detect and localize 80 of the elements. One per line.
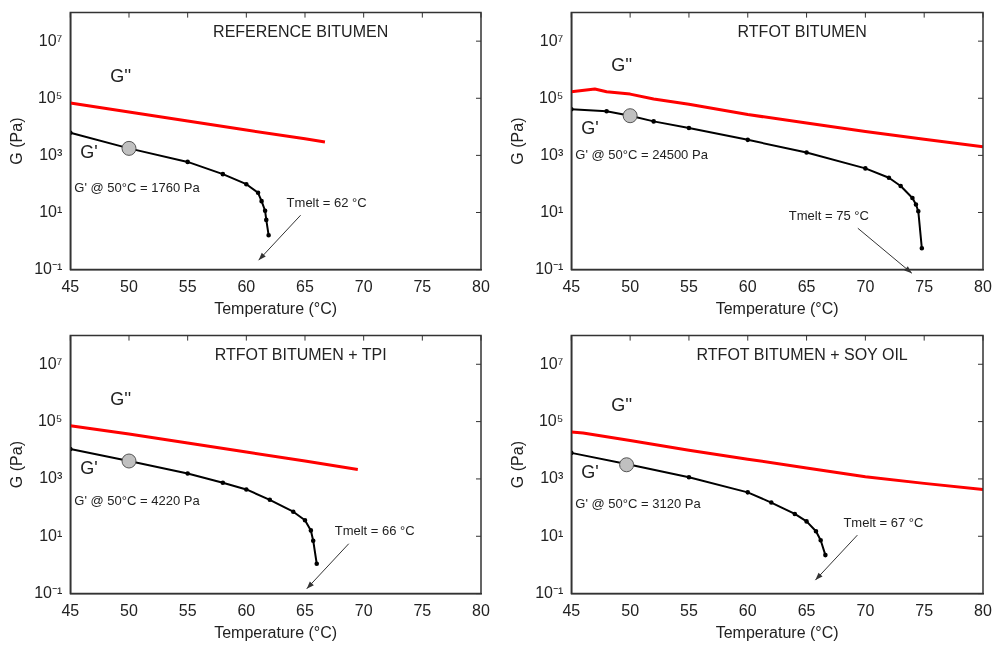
x-tick-label: 70	[354, 277, 373, 295]
text: RTFOT BITUMEN	[737, 23, 867, 41]
y-tick-label: 10³	[39, 469, 63, 487]
x-tick-label: 70	[354, 601, 373, 619]
annotation: Tmelt = 62 °C	[286, 194, 367, 210]
x-tick-label: 75	[915, 601, 934, 619]
x-tick-label: 50	[120, 601, 138, 619]
y-tick-label: 10¹	[39, 202, 63, 220]
y-tick-label: 10¹	[540, 526, 564, 544]
series-label: G''	[611, 54, 633, 75]
x-tick-label: 55	[178, 277, 197, 295]
x-tick-label: 80	[974, 277, 992, 295]
y-tick-label: 10⁻¹	[535, 260, 564, 278]
x-tick-label: 60	[738, 601, 757, 619]
y-tick-label: 10⁷	[539, 31, 564, 49]
y-tick-label: 10⁷	[38, 31, 63, 49]
x-tick-label: 80	[974, 601, 992, 619]
annotation: G' @ 50°C = 24500 Pa	[575, 147, 709, 163]
x-tick-label: 60	[237, 601, 256, 619]
x-tick-label: 65	[296, 277, 314, 295]
x-axis-title: Temperature (°C)	[715, 623, 839, 641]
x-tick-label: 45	[562, 277, 581, 295]
y-axis-title: G (Pa)	[509, 441, 527, 489]
series-label: G''	[110, 388, 132, 409]
x-tick-label: 75	[413, 277, 432, 295]
x-tick-label: 60	[738, 277, 757, 295]
y-tick-label: 10⁷	[539, 354, 564, 372]
x-tick-label: 65	[296, 601, 314, 619]
x-tick-label: 50	[621, 277, 640, 295]
x-tick-label: 80	[472, 277, 490, 295]
series-label: G'	[80, 458, 98, 479]
series-label: G''	[611, 395, 633, 416]
y-axis-title: G (Pa)	[509, 117, 527, 165]
text: RTFOT BITUMEN + SOY OIL	[696, 346, 908, 364]
annotation: G' @ 50°C = 3120 Pa	[575, 496, 702, 512]
y-tick-label: 10⁵	[538, 88, 564, 106]
x-tick-label: 45	[61, 277, 80, 295]
x-axis-title: Temperature (°C)	[214, 623, 338, 641]
x-tick-label: 75	[915, 277, 934, 295]
y-tick-label: 10⁻¹	[34, 260, 63, 278]
series-label: G'	[581, 118, 599, 139]
annotation: G' @ 50°C = 4220 Pa	[74, 492, 201, 508]
text: RTFOT BITUMEN + TPI	[214, 346, 387, 364]
x-tick-label: 55	[680, 601, 698, 619]
y-tick-label: 10¹	[39, 526, 63, 544]
annotation: Tmelt = 66 °C	[334, 523, 415, 539]
x-tick-label: 50	[120, 277, 138, 295]
y-axis-title: G (Pa)	[8, 117, 26, 165]
series-label: G''	[110, 66, 132, 87]
y-tick-label: 10⁻¹	[535, 584, 564, 602]
y-tick-label: 10³	[540, 145, 564, 163]
annotation: G' @ 50°C = 1760 Pa	[74, 179, 201, 195]
x-tick-label: 45	[562, 601, 581, 619]
x-tick-label: 80	[472, 601, 490, 619]
y-tick-label: 10⁵	[37, 88, 63, 106]
x-axis-title: Temperature (°C)	[715, 299, 839, 317]
y-tick-label: 10³	[39, 145, 63, 163]
series-label: G'	[80, 141, 98, 162]
x-tick-label: 55	[178, 601, 197, 619]
y-axis-title: G (Pa)	[8, 441, 26, 489]
x-tick-label: 70	[856, 277, 875, 295]
x-tick-label: 60	[237, 277, 256, 295]
annotation: Tmelt = 75 °C	[788, 207, 869, 223]
y-tick-label: 10⁵	[37, 412, 63, 430]
series-label: G'	[581, 461, 599, 482]
x-tick-label: 55	[680, 277, 698, 295]
x-tick-label: 75	[413, 601, 432, 619]
annotation: Tmelt = 67 °C	[843, 514, 924, 530]
y-tick-label: 10⁷	[38, 354, 63, 372]
y-tick-label: 10⁻¹	[34, 584, 63, 602]
y-tick-label: 10⁵	[538, 412, 564, 430]
x-tick-label: 50	[621, 601, 640, 619]
x-tick-label: 45	[61, 601, 80, 619]
y-tick-label: 10¹	[540, 202, 564, 220]
text: REFERENCE BITUMEN	[213, 23, 389, 41]
x-tick-label: 65	[797, 277, 816, 295]
x-axis-title: Temperature (°C)	[214, 299, 338, 317]
x-tick-label: 70	[856, 601, 875, 619]
x-tick-label: 65	[797, 601, 816, 619]
y-tick-label: 10³	[540, 469, 564, 487]
